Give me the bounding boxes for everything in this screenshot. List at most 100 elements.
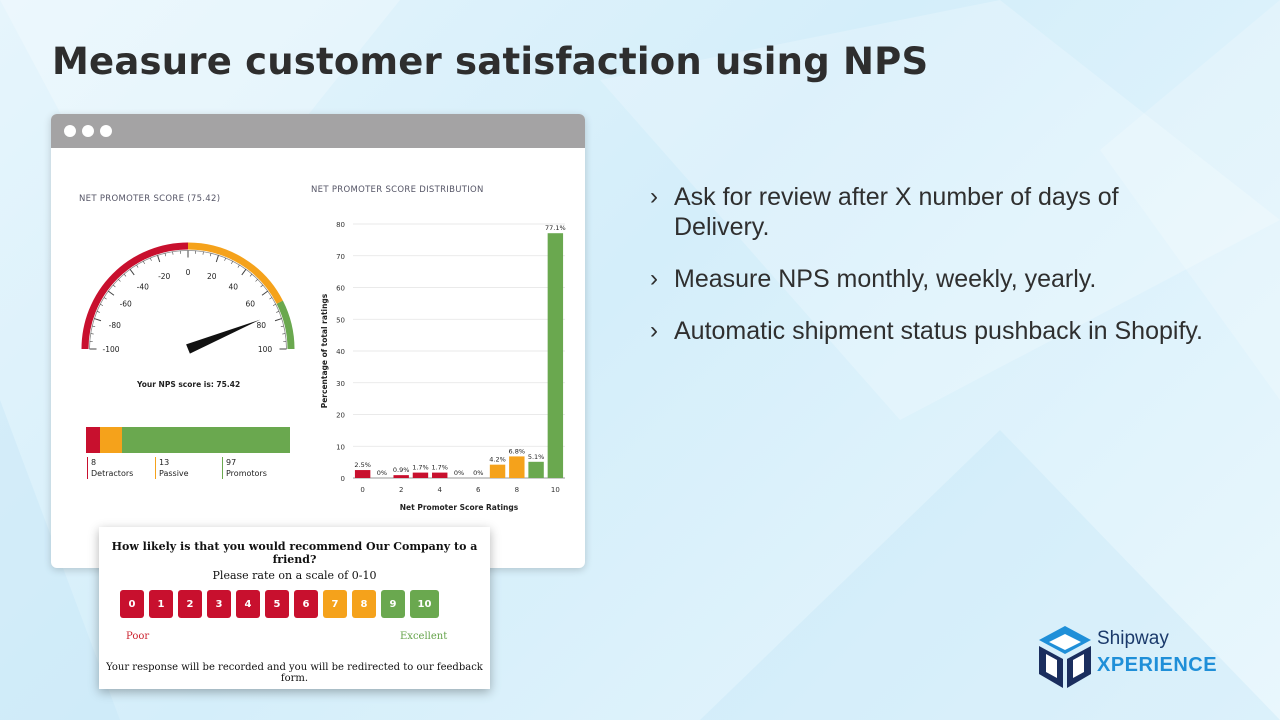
gauge-tick-label: 0 (186, 268, 191, 277)
rating-button-5[interactable]: 5 (265, 590, 289, 618)
rating-button-2[interactable]: 2 (178, 590, 202, 618)
detractors-label: Detractors (91, 469, 134, 478)
chart-bar (547, 233, 564, 478)
nps-breakdown-bar (86, 427, 290, 453)
y-tick-label: 40 (336, 348, 345, 356)
survey-card: How likely is that you would recommend O… (99, 527, 490, 689)
gauge-tick (92, 325, 96, 327)
rating-button-1[interactable]: 1 (149, 590, 173, 618)
window-dot-icon (82, 125, 94, 137)
promoters-label: Promotors (226, 469, 267, 478)
chart-bar (354, 470, 371, 478)
gauge-tick-label: -40 (137, 283, 149, 292)
y-tick-label: 30 (336, 380, 345, 388)
window-title-bar (51, 114, 585, 148)
x-tick-label: 4 (437, 486, 442, 494)
rating-button-4[interactable]: 4 (236, 590, 260, 618)
gauge-needle (186, 319, 261, 354)
window-dot-icon (64, 125, 76, 137)
y-tick-label: 10 (336, 443, 345, 451)
rating-button-0[interactable]: 0 (120, 590, 144, 618)
y-tick-label: 50 (336, 316, 345, 324)
y-tick-label: 70 (336, 253, 345, 261)
bar-data-label: 1.7% (431, 464, 448, 472)
chevron-right-icon: › (650, 317, 658, 344)
y-tick-label: 0 (341, 475, 345, 483)
gauge-tick (261, 290, 268, 296)
x-tick-label: 8 (515, 486, 519, 494)
gauge-tick (231, 261, 233, 265)
rating-button-6[interactable]: 6 (294, 590, 318, 618)
window-dot-icon (100, 125, 112, 137)
survey-note: Your response will be recorded and you w… (106, 662, 483, 684)
brand-logo: Shipway XPERIENCE (1037, 624, 1237, 694)
gauge-tick (210, 253, 212, 257)
gauge-tick (150, 257, 152, 261)
detractors-count: 8 (91, 458, 97, 467)
survey-question: How likely is that you would recommend O… (111, 540, 478, 566)
x-tick-label: 10 (551, 486, 560, 494)
rating-button-9[interactable]: 9 (381, 590, 405, 618)
y-tick-label: 20 (336, 412, 345, 420)
bullet-item: › Ask for review after X number of days … (650, 182, 1210, 242)
nps-score-text: Your NPS score is: 75.42 (137, 380, 241, 389)
y-axis-label: Percentage of total ratings (320, 293, 329, 408)
gauge-tick (241, 269, 247, 276)
passive-count: 13 (159, 458, 170, 467)
gauge-detractor-band (81, 242, 189, 350)
bar-data-label: 0% (473, 469, 483, 477)
promoters-count: 97 (226, 458, 237, 467)
chart-bar (509, 456, 525, 478)
gauge-tick (118, 279, 121, 282)
bar-data-label: 77.1% (545, 224, 566, 232)
bullet-text: Measure NPS monthly, weekly, yearly. (674, 265, 1097, 293)
y-tick-label: 60 (336, 285, 345, 293)
bullet-list: › Ask for review after X number of days … (650, 182, 1210, 346)
nps-gauge: -100 -80 -60 -40 -20 0 20 40 60 80 100 (81, 242, 295, 354)
bar-data-label: 2.5% (354, 461, 371, 469)
gauge-tick-label: 40 (228, 283, 238, 292)
x-tick-label: 0 (360, 486, 364, 494)
bar-data-label: 0% (377, 469, 387, 477)
gauge-tick (249, 273, 253, 277)
bar-data-label: 0% (454, 469, 464, 477)
bar-data-label: 0.9% (393, 466, 410, 474)
gauge-tick (129, 269, 135, 276)
excellent-label: Excellent (400, 631, 448, 642)
rating-button-3[interactable]: 3 (207, 590, 231, 618)
gauge-tick (237, 264, 240, 268)
passive-segment (99, 427, 123, 453)
gauge-tick-label: 20 (207, 272, 217, 281)
chart-bar (489, 464, 506, 478)
y-tick-label: 80 (336, 221, 345, 229)
rating-button-8[interactable]: 8 (352, 590, 376, 618)
chevron-right-icon: › (650, 265, 658, 292)
gauge-tick-label: -100 (102, 345, 119, 354)
x-axis-label: Net Promoter Score Ratings (400, 503, 519, 512)
gauge-tick (94, 318, 102, 322)
chart-bar (393, 475, 409, 478)
gauge-promoter-band (276, 300, 295, 350)
gauge-tick (103, 297, 107, 300)
gauge-tick (274, 318, 282, 322)
rating-button-10[interactable]: 10 (410, 590, 439, 618)
bar-data-label: 6.8% (509, 447, 526, 455)
chart-bar (528, 461, 544, 478)
gauge-tick (272, 304, 276, 306)
poor-label: Poor (126, 631, 150, 642)
bullet-text: Ask for review after X number of days of… (674, 183, 1119, 241)
gauge-tick-label: 80 (256, 321, 266, 330)
bar-data-label: 5.1% (528, 453, 545, 461)
gauge-tick (143, 261, 145, 265)
legend-promoters: 97 Promotors (222, 457, 267, 479)
chart-bar (412, 472, 429, 478)
brand-subtitle: XPERIENCE (1097, 654, 1218, 676)
survey-scale-text: Please rate on a scale of 0-10 (212, 569, 377, 582)
rating-button-7[interactable]: 7 (323, 590, 347, 618)
bullet-item: › Automatic shipment status pushback in … (650, 316, 1210, 346)
x-tick-label: 2 (399, 486, 403, 494)
gauge-tick-label: 60 (246, 300, 256, 309)
gauge-tick (224, 257, 226, 261)
